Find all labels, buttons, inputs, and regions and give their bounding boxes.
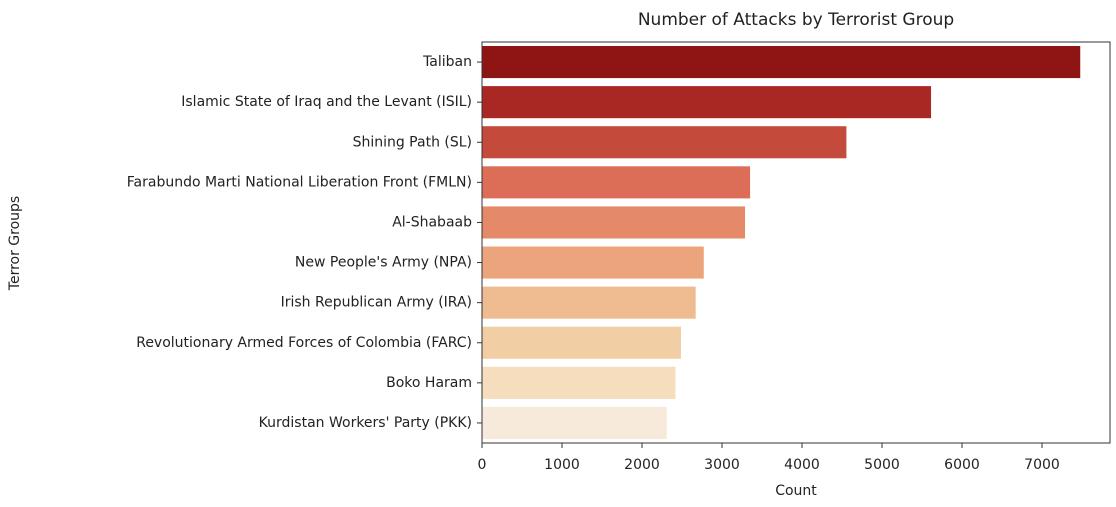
bar [482, 326, 681, 359]
x-tick-label: 3000 [704, 457, 740, 473]
y-tick-label: Kurdistan Workers' Party (PKK) [259, 415, 472, 431]
y-tick-label: Irish Republican Army (IRA) [281, 295, 472, 311]
x-tick-label: 1000 [544, 457, 580, 473]
y-tick-label: Farabundo Marti National Liberation Fron… [127, 174, 472, 190]
plot-frame [481, 41, 1111, 444]
chart-title: Number of Attacks by Terrorist Group [638, 10, 954, 30]
bar [482, 126, 847, 159]
y-tick-label: Boko Haram [386, 375, 472, 391]
x-tick-label: 2000 [624, 457, 660, 473]
y-tick-label: Revolutionary Armed Forces of Colombia (… [136, 335, 472, 351]
y-axis-label: Terror Groups [7, 196, 23, 291]
bar [482, 86, 932, 119]
x-axis-label: Count [775, 483, 817, 499]
bar [482, 406, 667, 439]
bar [482, 166, 751, 199]
bar [482, 46, 1081, 79]
x-tick-label: 7000 [1024, 457, 1060, 473]
y-tick-label: Shining Path (SL) [353, 134, 472, 150]
bar [482, 366, 676, 399]
y-tick-label: Islamic State of Iraq and the Levant (IS… [181, 94, 472, 110]
y-tick-label: Taliban [422, 54, 472, 70]
x-tick-label: 6000 [944, 457, 980, 473]
bar [482, 206, 746, 239]
bar [482, 246, 704, 279]
y-tick-label: Al-Shabaab [392, 214, 472, 230]
bar [482, 286, 696, 319]
x-tick-label: 4000 [784, 457, 820, 473]
y-tick-label: New People's Army (NPA) [295, 255, 472, 271]
x-tick-label: 5000 [864, 457, 900, 473]
x-tick-label: 0 [478, 457, 487, 473]
